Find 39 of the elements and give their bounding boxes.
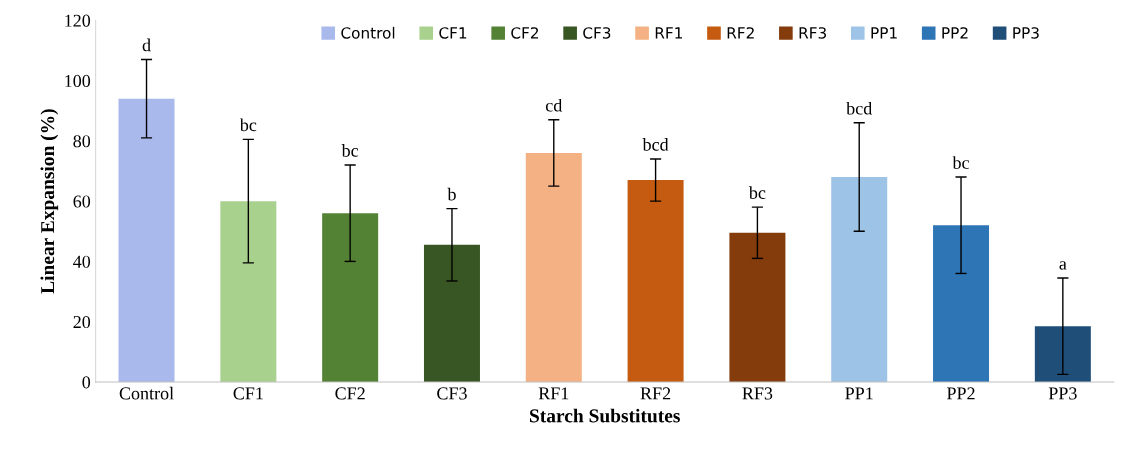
y-tick-label: 0 — [82, 376, 91, 389]
x-tick-label: Control — [119, 386, 174, 400]
annotation: bc — [748, 186, 766, 199]
legend-label: CF3 — [583, 27, 611, 39]
y-tick-label: 40 — [73, 255, 91, 268]
annotation: bc — [952, 156, 969, 169]
y-tick-label: 60 — [73, 195, 91, 208]
annotation: bc — [341, 144, 359, 157]
annotation: d — [142, 38, 151, 52]
annotation: bc — [239, 118, 257, 132]
legend-label: CF2 — [511, 27, 539, 39]
legend-label: PP2 — [942, 27, 968, 39]
x-tick-label: CF3 — [437, 387, 467, 400]
x-axis-title: Starch Substitutes — [530, 408, 680, 423]
x-tick-label: RF1 — [538, 387, 569, 400]
annotation: a — [1059, 261, 1067, 270]
y-axis-title: Linear Expansion (%) — [40, 109, 59, 294]
legend-label: RF3 — [799, 27, 826, 39]
y-tick-label: 80 — [73, 135, 91, 148]
annotation: bcd — [642, 138, 669, 151]
y-tick-label: 100 — [65, 74, 91, 88]
x-tick-label: PP2 — [947, 387, 975, 400]
x-tick-label: PP1 — [845, 387, 873, 400]
legend-label: PP3 — [1013, 27, 1039, 39]
x-tick-label: CF1 — [233, 387, 263, 400]
legend-label: Control — [341, 26, 395, 39]
annotation: cd — [545, 98, 563, 112]
legend-label: RF2 — [727, 27, 754, 39]
annotation: bcd — [846, 101, 873, 115]
x-tick-label: CF2 — [335, 387, 365, 400]
y-tick-label: 120 — [65, 14, 91, 27]
y-tick-label: 20 — [73, 315, 91, 329]
x-tick-label: RF3 — [742, 387, 773, 400]
annotation: b — [447, 187, 456, 201]
legend-label: RF1 — [655, 27, 683, 39]
legend-label: CF1 — [439, 27, 467, 39]
legend-label: PP1 — [871, 27, 897, 39]
x-tick-label: RF2 — [640, 387, 671, 400]
x-tick-label: PP3 — [1048, 387, 1077, 400]
